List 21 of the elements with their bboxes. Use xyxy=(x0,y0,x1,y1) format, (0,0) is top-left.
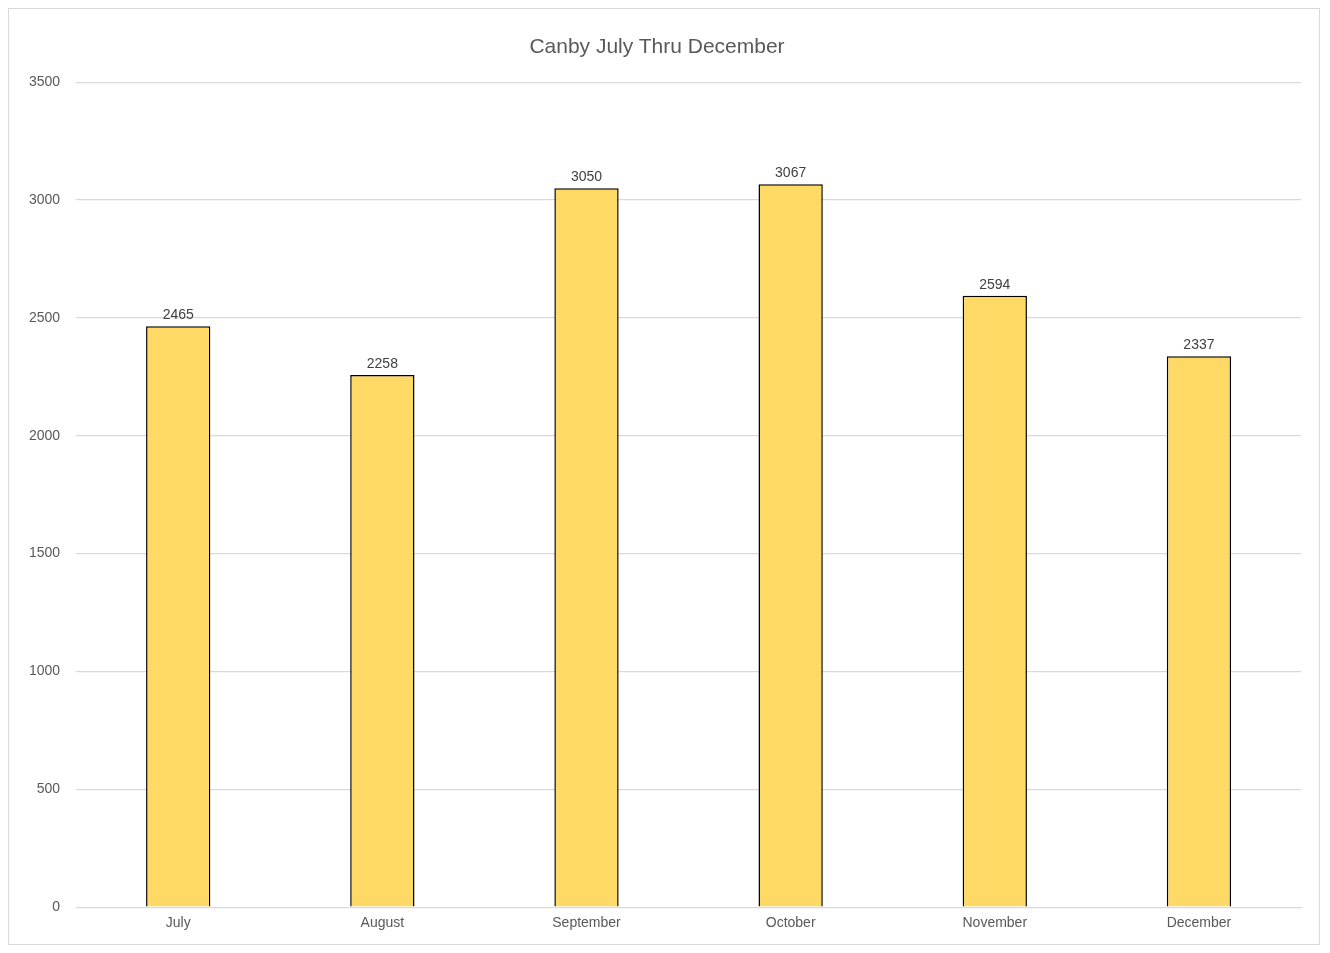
y-tick-label: 500 xyxy=(36,780,61,797)
x-tick-label: October xyxy=(765,914,816,931)
y-tick-label: 2000 xyxy=(28,426,61,443)
chart-title: Canby July Thru December xyxy=(529,34,785,58)
data-label: 2594 xyxy=(979,275,1011,292)
data-label: 3067 xyxy=(775,164,807,181)
y-tick-label: 1000 xyxy=(28,662,61,679)
x-tick-label: November xyxy=(962,914,1028,931)
data-label: 2337 xyxy=(1183,336,1215,353)
y-tick-label: 3500 xyxy=(28,73,61,90)
x-tick-label: September xyxy=(552,914,622,931)
data-label: 3050 xyxy=(570,168,603,185)
y-tick-label: 3000 xyxy=(28,190,61,207)
x-tick-label: July xyxy=(165,914,191,931)
y-tick-label: 2500 xyxy=(28,308,61,325)
data-label: 2258 xyxy=(366,354,399,371)
x-tick-label: August xyxy=(360,914,405,931)
x-tick-label: December xyxy=(1166,914,1232,931)
y-tick-label: 1500 xyxy=(28,544,61,561)
data-label: 2465 xyxy=(162,306,194,323)
y-tick-label: 0 xyxy=(52,898,61,915)
